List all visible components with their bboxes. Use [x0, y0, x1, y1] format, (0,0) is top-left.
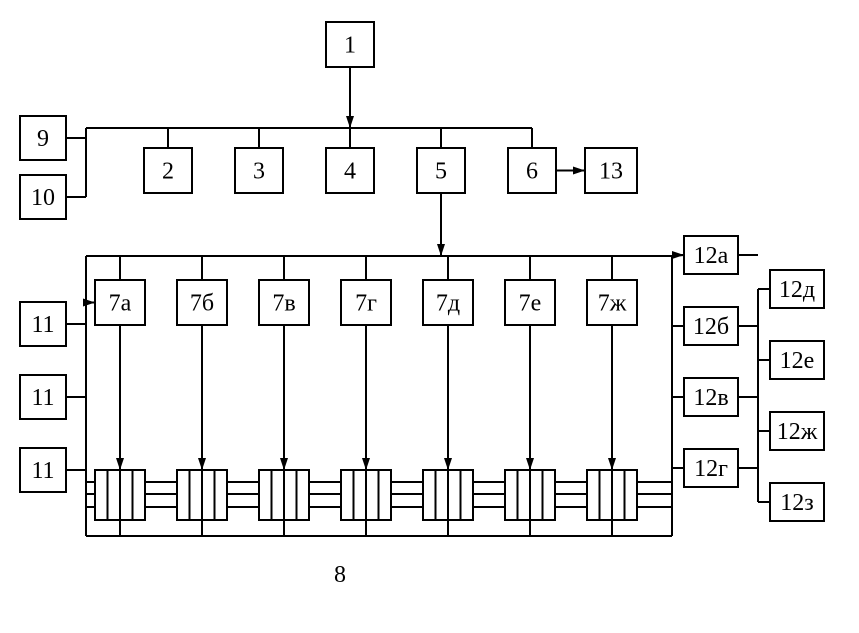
diagram-label: 7г: [355, 291, 377, 317]
diagram-label: 7б: [190, 291, 214, 317]
diagram-label: 12г: [694, 456, 728, 482]
diagram-label: 10: [31, 185, 55, 211]
diagram-label: 12д: [779, 277, 815, 303]
diagram-label: 7ж: [598, 291, 627, 317]
diagram-label: 9: [37, 126, 49, 152]
diagram-label: 12з: [780, 490, 813, 516]
diagram-label: 1: [344, 33, 356, 59]
diagram-label: 12е: [780, 348, 815, 374]
diagram-label: 13: [599, 159, 623, 185]
diagram-label: 11: [31, 385, 54, 411]
diagram-label: 12а: [694, 243, 729, 269]
diagram-label: 7а: [109, 291, 132, 317]
diagram-label: 11: [31, 458, 54, 484]
diagram-label: 7д: [436, 291, 460, 317]
diagram-edge: [437, 244, 445, 256]
diagram-edge: [198, 458, 206, 470]
diagram-edge: [573, 167, 585, 175]
diagram-edge: [444, 458, 452, 470]
diagram-edge: [346, 116, 354, 128]
diagram-edge: [280, 458, 288, 470]
diagram-label: 12б: [693, 314, 729, 340]
diagram-edge: [83, 299, 95, 307]
diagram-label: 4: [344, 159, 356, 185]
diagram-label: 7е: [519, 291, 542, 317]
diagram-label: 11: [31, 312, 54, 338]
diagram-label: 8: [334, 562, 346, 588]
diagram-edge: [608, 458, 616, 470]
diagram-label: 2: [162, 159, 174, 185]
diagram-label: 6: [526, 159, 538, 185]
diagram-label: 12в: [693, 385, 728, 411]
diagram-label: 12ж: [777, 419, 818, 445]
diagram-edge: [116, 458, 124, 470]
diagram-label: 5: [435, 159, 447, 185]
diagram-edge: [362, 458, 370, 470]
diagram-label: 7в: [272, 291, 295, 317]
diagram-edge: [526, 458, 534, 470]
diagram-label: 3: [253, 159, 265, 185]
